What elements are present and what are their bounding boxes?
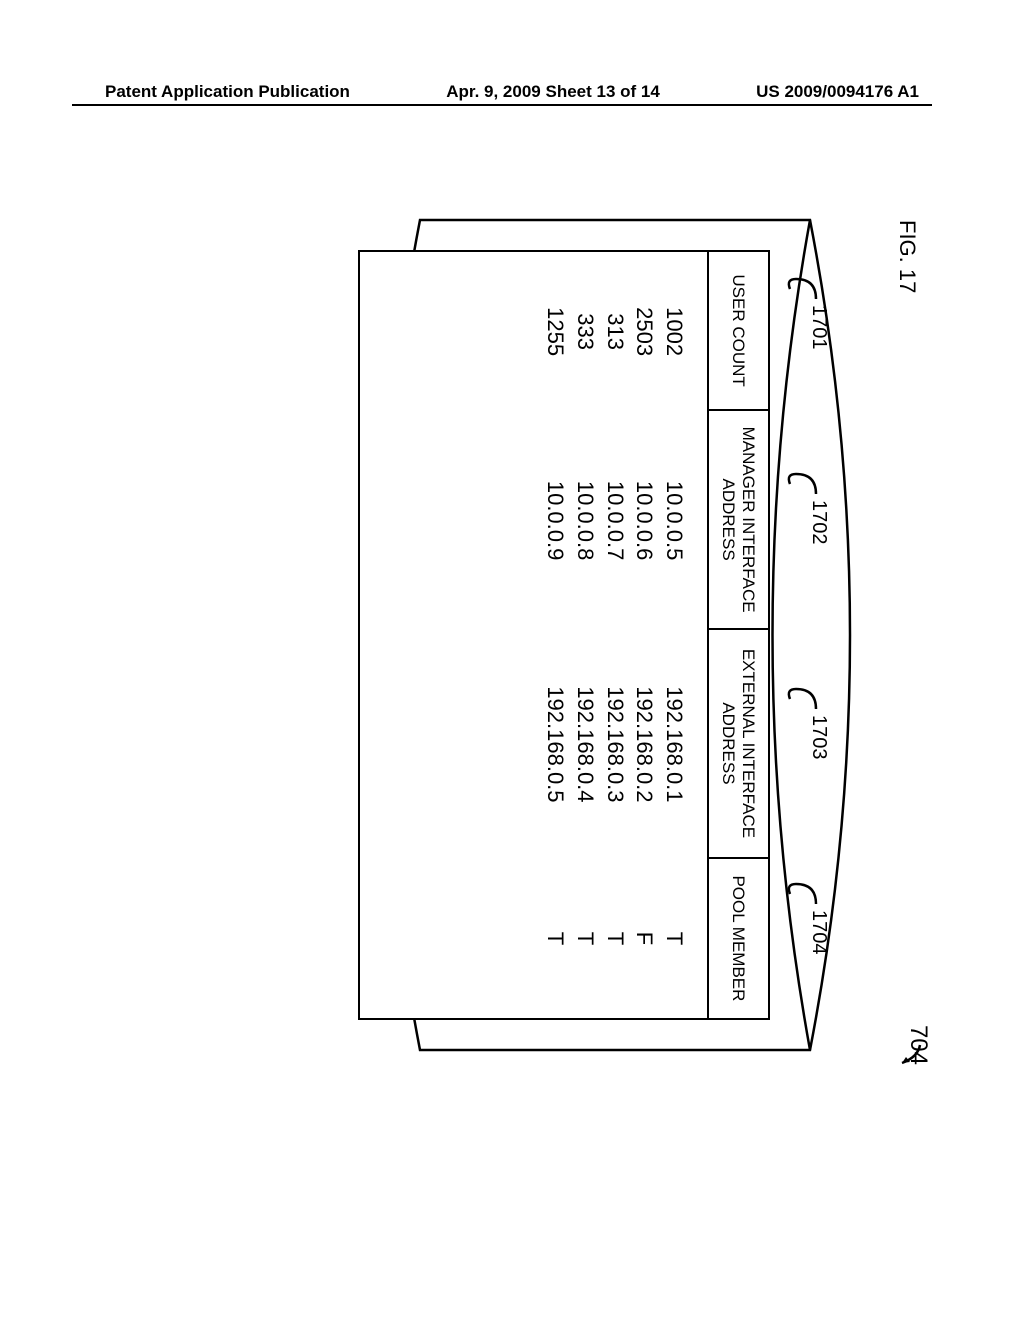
leader-hook-icon [786, 872, 822, 908]
database-cylinder-shape: 1701 1702 1703 1704 [360, 210, 870, 1060]
header-right: US 2009/0094176 A1 [756, 82, 919, 102]
cell: 2503 [630, 252, 660, 411]
th-pool-member: POOL MEMBER [709, 859, 768, 1018]
cell: 10.0.0.7 [600, 411, 630, 630]
main-ref-704: 704 [904, 1025, 932, 1065]
cell: 192.168.0.5 [540, 630, 570, 859]
cell: F [630, 859, 660, 1018]
cell: 313 [600, 252, 630, 411]
figure-label: FIG. 17 [894, 220, 920, 293]
col-pool-member: T F T T T [540, 859, 688, 1018]
col-ref-label: 1702 [808, 500, 830, 545]
col-ref-1702: 1702 [807, 500, 830, 545]
cell: 1255 [540, 252, 570, 411]
col-ref-1704: 1704 [807, 910, 830, 955]
table-header-row: USER COUNT MANAGER INTERFACE ADDRESS EXT… [707, 252, 768, 1018]
cell: 333 [570, 252, 600, 411]
col-manager-addr: 10.0.0.5 10.0.0.6 10.0.0.7 10.0.0.8 10.0… [540, 411, 688, 630]
cell: 192.168.0.2 [630, 630, 660, 859]
th-manager-addr: MANAGER INTERFACE ADDRESS [709, 411, 768, 630]
col-external-addr: 192.168.0.1 192.168.0.2 192.168.0.3 192.… [540, 630, 688, 859]
leader-hook-icon [786, 462, 822, 498]
col-ref-1701: 1701 [807, 305, 830, 350]
column-reference-labels: 1701 1702 1703 1704 [770, 210, 830, 1060]
col-ref-label: 1704 [808, 910, 830, 955]
col-ref-1703: 1703 [807, 715, 830, 760]
figure-17: FIG. 17 704 1701 1702 [30, 340, 900, 920]
leader-arrow-icon [892, 1043, 922, 1073]
col-ref-label: 1701 [808, 305, 830, 350]
leader-hook-icon [786, 677, 822, 713]
data-table: USER COUNT MANAGER INTERFACE ADDRESS EXT… [358, 250, 770, 1020]
header-left: Patent Application Publication [105, 82, 350, 102]
cell: 1002 [659, 252, 689, 411]
leader-hook-icon [786, 267, 822, 303]
page-header: Patent Application Publication Apr. 9, 2… [0, 82, 1024, 102]
col-ref-label: 1703 [808, 715, 830, 760]
th-user-count: USER COUNT [709, 252, 768, 411]
cell: 192.168.0.4 [570, 630, 600, 859]
cell: 10.0.0.6 [630, 411, 660, 630]
table-body: 1002 2503 313 333 1255 10.0.0.5 10.0.0.6… [360, 252, 706, 1018]
cell: T [659, 859, 689, 1018]
cell: 10.0.0.8 [570, 411, 600, 630]
col-user-count: 1002 2503 313 333 1255 [540, 252, 688, 411]
cell: T [600, 859, 630, 1018]
cell: T [540, 859, 570, 1018]
cell: T [570, 859, 600, 1018]
cell: 10.0.0.5 [659, 411, 689, 630]
cell: 192.168.0.3 [600, 630, 630, 859]
th-external-addr: EXTERNAL INTERFACE ADDRESS [709, 630, 768, 859]
header-rule [72, 104, 932, 106]
header-center: Apr. 9, 2009 Sheet 13 of 14 [446, 82, 660, 102]
cell: 10.0.0.9 [540, 411, 570, 630]
cell: 192.168.0.1 [659, 630, 689, 859]
